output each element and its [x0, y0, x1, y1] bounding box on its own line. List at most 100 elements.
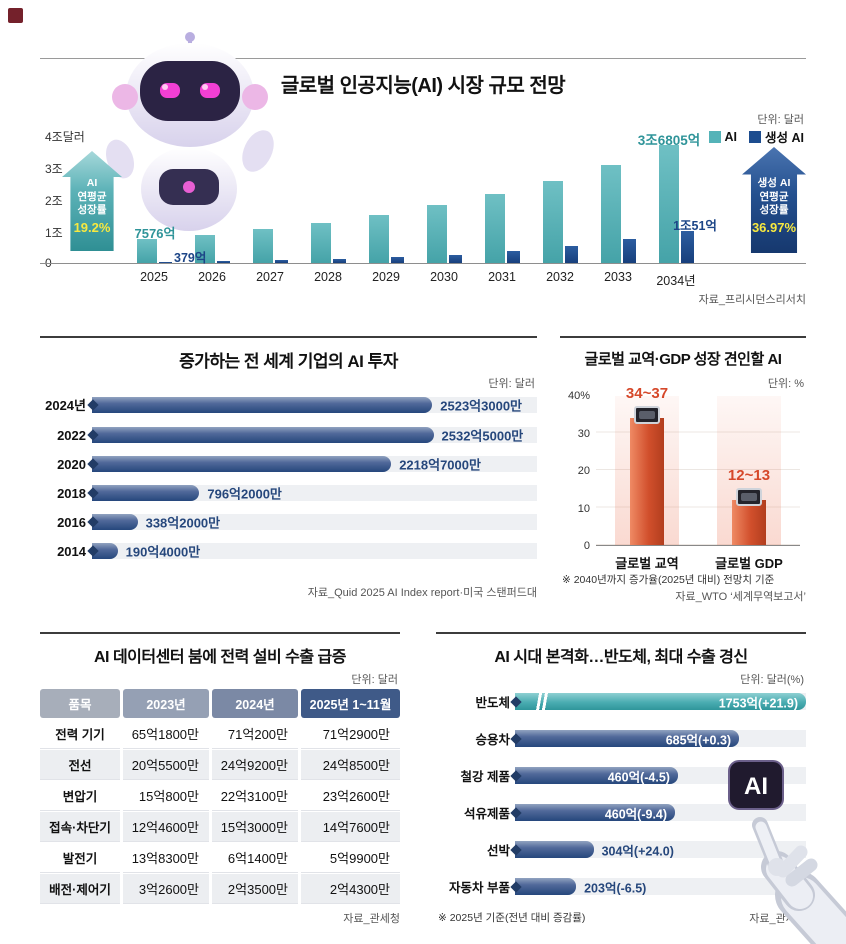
market-year-group	[647, 135, 705, 263]
market-year-group	[473, 135, 531, 263]
y-axis-tick: 0	[583, 540, 590, 552]
ai-market-bar	[368, 214, 389, 263]
ai-color-swatch	[708, 130, 721, 143]
bar-value-label: 34~37	[625, 384, 669, 402]
bar-value-label: 1753억(+21.9)	[718, 696, 798, 710]
bar-value-label: 796억2000만	[207, 486, 282, 502]
gen-ai-color-swatch	[749, 130, 762, 143]
export-bar	[515, 878, 577, 895]
year-label: 2018	[57, 485, 86, 501]
investment-row: 2018 796억2000만	[40, 485, 537, 502]
y-axis-tick: 20	[577, 465, 590, 477]
footnote: ※ 2025년 기준(전년 대비 증감률)	[438, 912, 586, 924]
bar-track: 685억(+0.3)	[510, 730, 806, 747]
x-axis-label: 2025	[140, 270, 168, 284]
row-header: 배전·제어기	[40, 874, 120, 904]
legend-item-ai: AI	[708, 130, 737, 144]
bar-value-label: 12~13	[727, 467, 771, 484]
trade-column: 34~37 글로벌 교역	[615, 385, 679, 571]
category-label: 글로벌 교역	[615, 556, 679, 571]
ai-cagr-label: AI 연평균 성장률	[77, 177, 107, 217]
export-row: 반도체 1753억(+21.9)	[436, 691, 806, 712]
year-label: 2020	[57, 456, 86, 472]
market-year-group	[357, 135, 415, 263]
gen-ai-cagr-value: 36.97%	[751, 219, 797, 235]
chart-title: 글로벌 교역·GDP 성장 견인할 AI	[584, 351, 782, 368]
investment-row: 2014 190억4000만	[40, 543, 537, 560]
gen-ai-market-bar	[448, 254, 462, 263]
ai-market-bar	[310, 222, 331, 263]
table-row: 접속·차단기 12억4600만 15억3000만 14억7600만	[40, 812, 400, 842]
power-export-table-section: AI 데이터센터 붐에 전력 설비 수출 급증 단위: 달러 품목 2023년 20…	[40, 632, 400, 927]
export-row: 자동차 부품 203억(-6.5)	[436, 877, 806, 896]
ai-investment-section: 증가하는 전 세계 기업의 AI 투자 단위: 달러 2024년 2523억300…	[40, 336, 537, 600]
column-header: 2024년	[212, 689, 298, 718]
row-header: 발전기	[40, 843, 120, 873]
year-label: 2014	[57, 543, 86, 559]
investment-row: 2016 338억2000만	[40, 514, 537, 531]
investment-bar	[92, 543, 118, 559]
category-label: 글로벌 GDP	[715, 556, 783, 571]
ai-market-bar	[194, 234, 215, 263]
cell-value: 15억3000만	[212, 812, 298, 842]
gen-ai-market-bar	[158, 261, 172, 263]
power-export-table: 품목 2023년 2024년 2025년 1~11월 전력 기기 65억1800만 71억…	[40, 689, 400, 904]
ai-cagr-value: 19.2%	[73, 219, 111, 235]
investment-row: 2022 2532억5000만	[40, 427, 537, 444]
year-label: 2016	[57, 514, 86, 530]
x-axis-label: 2028	[314, 270, 342, 284]
bar-value-label: 2532억5000만	[441, 428, 524, 444]
column-header: 품목	[40, 689, 120, 718]
export-bar: 685억(+0.3)	[515, 730, 740, 747]
cell-value: 24억8500만	[301, 750, 400, 780]
bar-track: 2218억7000만	[87, 456, 537, 473]
bar-track: 1753억(+21.9)	[510, 691, 806, 712]
market-year-group	[531, 135, 589, 263]
cell-value: 2억4300만	[301, 874, 400, 904]
export-records-section: AI 시대 본격화…반도체, 최대 수출 경신 단위: 달러(%) 반도체 175…	[436, 632, 806, 927]
export-bar	[515, 841, 594, 858]
investment-bar	[92, 485, 200, 501]
cell-value: 13억8300만	[123, 843, 209, 873]
y-axis-tick: 1조	[45, 226, 63, 240]
source-credit: 자료_관세청	[343, 913, 400, 925]
bar-value-label: 2218억7000만	[399, 457, 481, 473]
ai-market-bar	[600, 164, 621, 263]
table-row: 발전기 13억8300만 6억1400만 5억9900만	[40, 843, 400, 873]
category-label: 철강 제품	[460, 770, 510, 784]
bar-track: 304억(+24.0)	[510, 841, 806, 858]
investment-bar	[92, 427, 434, 443]
legend-item-gen-ai: 생성 AI	[749, 127, 804, 146]
callout-ai-2025: 7576억	[134, 226, 176, 241]
source-credit: 자료_프리시던스리서치	[698, 294, 806, 306]
cell-value: 3억2600만	[123, 874, 209, 904]
gen-ai-market-bar	[564, 245, 578, 263]
unit-label: 단위: 달러	[488, 378, 535, 390]
bar-value-label: 685억(+0.3)	[665, 733, 732, 747]
investment-bar	[92, 514, 138, 530]
category-label: 석유제품	[463, 807, 510, 821]
x-axis-label: 2033	[604, 270, 632, 284]
year-label: 2022	[57, 427, 86, 443]
gen-ai-market-bar	[506, 250, 520, 263]
bar-track: 2523억3000만	[87, 396, 537, 413]
cell-value: 14억7600만	[301, 812, 400, 842]
source-credit: 자료_관세청	[749, 913, 806, 925]
ai-market-bar	[136, 238, 157, 263]
bar-value-label: 338억2000만	[145, 515, 221, 531]
bar-track: 338억2000만	[87, 514, 537, 531]
export-bar: 460억(-9.4)	[515, 804, 676, 821]
export-row: 철강 제품 460억(-4.5)	[436, 766, 806, 785]
table-row: 전선 20억5500만 24억9200만 24억8500만	[40, 750, 400, 780]
unit-label: 단위: 달러(%)	[740, 674, 804, 686]
investment-rows: 2024년 2523억3000만 2022 2532억5000만 2020 2218억70…	[40, 395, 537, 560]
table-row: 전력 기기 65억1800만 71억200만 71억2900만	[40, 719, 400, 749]
investment-bar	[92, 396, 433, 413]
x-axis-label: 2032	[546, 270, 574, 284]
x-axis-label: 2031	[488, 270, 516, 284]
cell-value: 6억1400만	[212, 843, 298, 873]
cell-value: 5억9900만	[301, 843, 400, 873]
row-header: 전력 기기	[40, 719, 120, 749]
x-axis-label: 2029	[372, 270, 400, 284]
legend: AI 생성 AI	[708, 127, 804, 146]
